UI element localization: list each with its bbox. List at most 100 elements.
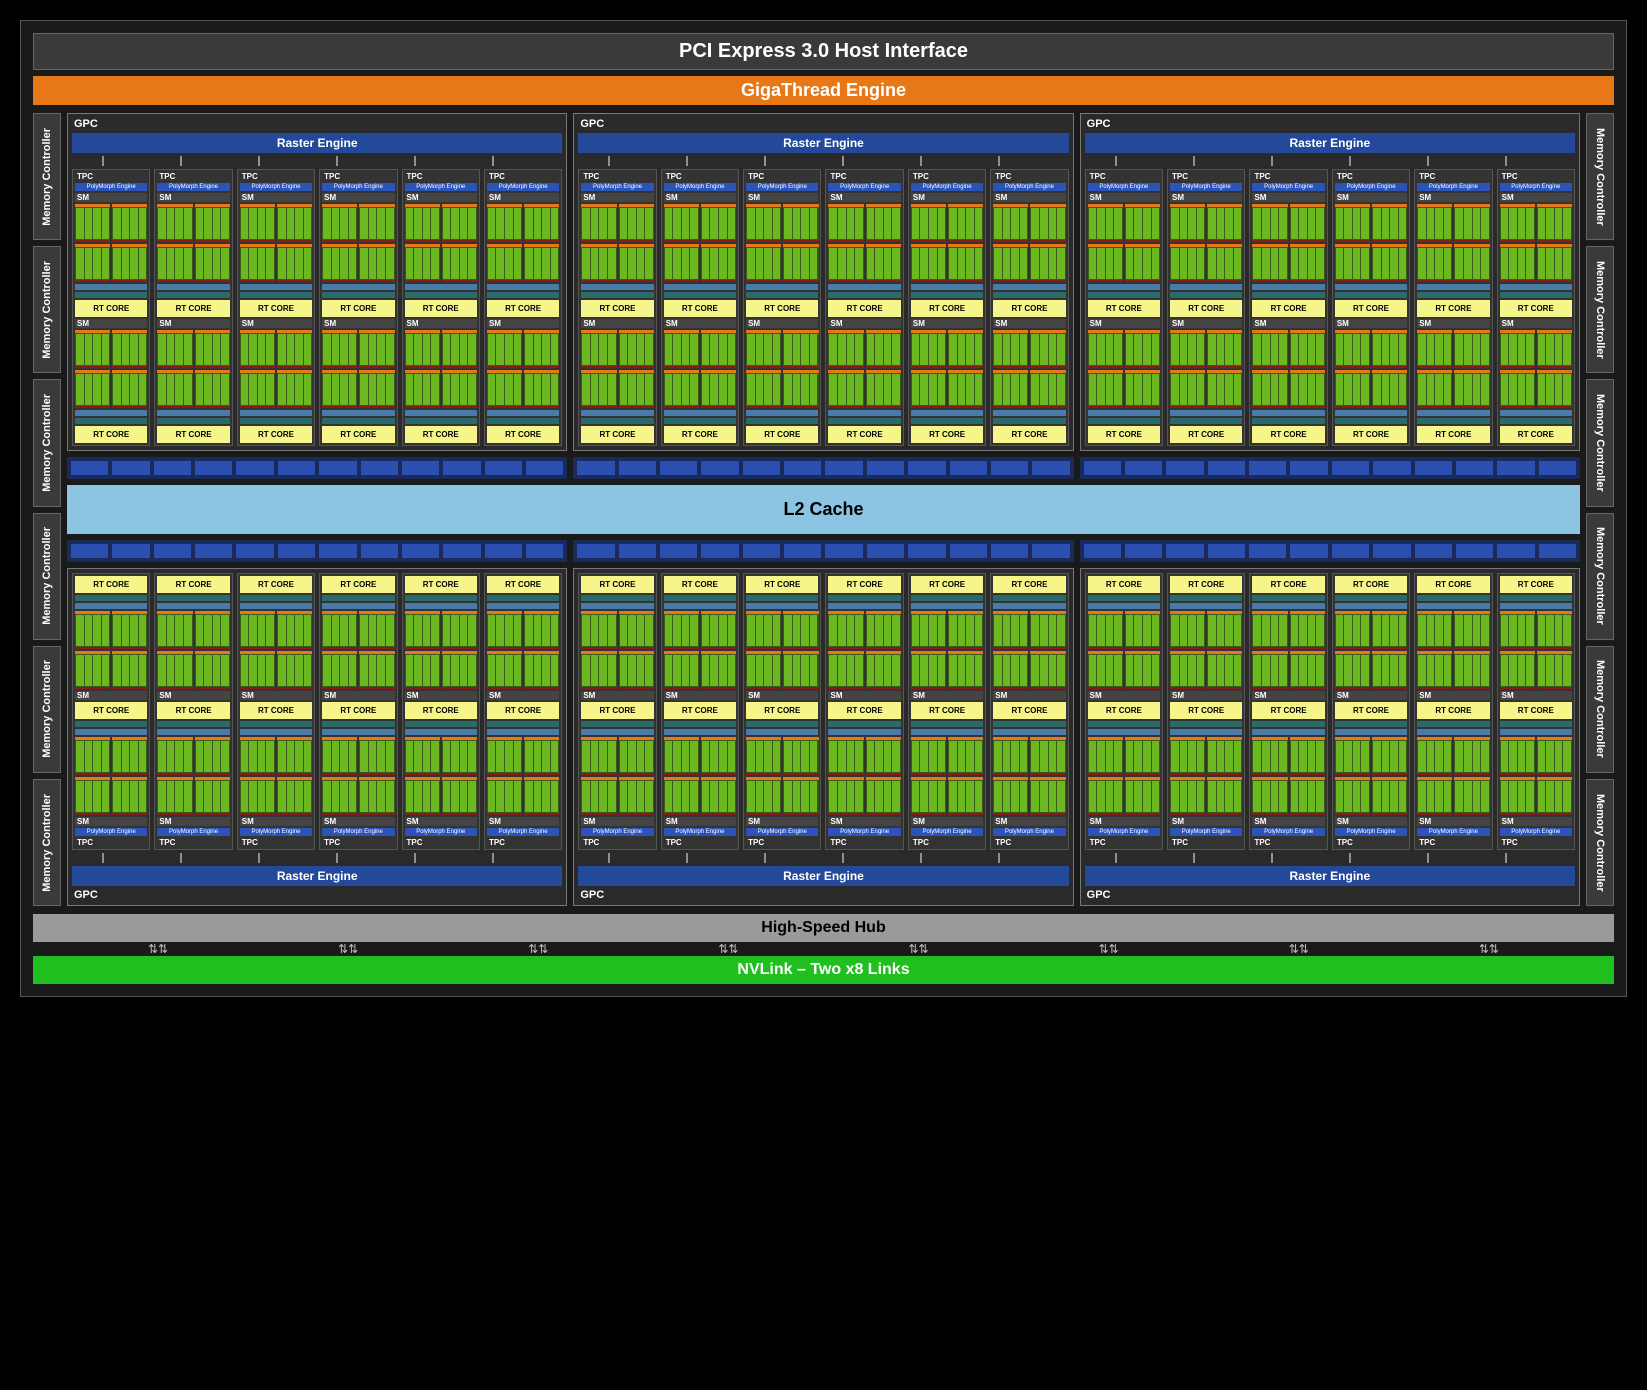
rt-core: RT CORE: [405, 426, 477, 443]
rt-core: RT CORE: [1335, 426, 1407, 443]
rt-core: RT CORE: [1088, 702, 1160, 719]
cuda-core-row: [240, 611, 312, 649]
rt-core: RT CORE: [664, 426, 736, 443]
sm: RT CORESM: [322, 576, 394, 700]
tpc: TPCPolyMorph EngineSMRT CORESMRT CORE: [743, 169, 821, 446]
cuda-core-row: [993, 244, 1065, 282]
sm: SMRT CORE: [322, 193, 394, 317]
cuda-core-row: [828, 777, 900, 815]
cuda-core-row: [487, 244, 559, 282]
tpc: TPCPolyMorph EngineSMRT CORESMRT CORE: [1249, 169, 1327, 446]
cuda-core-row: [1500, 737, 1572, 775]
tpc: RT CORESMRT CORESMPolyMorph EngineTPC: [743, 573, 821, 850]
cuda-core-row: [487, 651, 559, 689]
cuda-core-row: [1335, 737, 1407, 775]
sm: RT CORESM: [405, 702, 477, 826]
tpc: TPCPolyMorph EngineSMRT CORESMRT CORE: [661, 169, 739, 446]
cuda-core-row: [1500, 611, 1572, 649]
cache-port-strip: [67, 540, 1580, 562]
gpc: GPCRaster EngineTPCPolyMorph EngineSMRT …: [67, 113, 567, 451]
gpc: GPCRaster EngineTPCPolyMorph EngineSMRT …: [573, 113, 1073, 451]
sm: SMRT CORE: [75, 319, 147, 443]
sm: RT CORESM: [240, 702, 312, 826]
gpc: RT CORESMRT CORESMPolyMorph EngineTPCRT …: [67, 568, 567, 906]
rt-core: RT CORE: [405, 300, 477, 317]
sm: SMRT CORE: [1170, 319, 1242, 443]
rt-core: RT CORE: [1417, 426, 1489, 443]
sm: SMRT CORE: [405, 193, 477, 317]
sm: SMRT CORE: [911, 193, 983, 317]
cuda-core-row: [1252, 651, 1324, 689]
raster-engine: Raster Engine: [1085, 866, 1575, 886]
sm: SMRT CORE: [664, 193, 736, 317]
cuda-core-row: [911, 737, 983, 775]
cuda-core-row: [405, 651, 477, 689]
sm: SMRT CORE: [1335, 319, 1407, 443]
cuda-core-row: [746, 651, 818, 689]
cuda-core-row: [405, 777, 477, 815]
cuda-core-row: [322, 204, 394, 242]
rt-core: RT CORE: [1088, 426, 1160, 443]
cuda-core-row: [322, 370, 394, 408]
io-arrow-icon: ⇅⇅: [528, 942, 548, 956]
cuda-core-row: [993, 204, 1065, 242]
sm: SMRT CORE: [581, 193, 653, 317]
cuda-core-row: [1170, 777, 1242, 815]
cuda-core-row: [1088, 204, 1160, 242]
rt-core: RT CORE: [240, 576, 312, 593]
cuda-core-row: [581, 737, 653, 775]
pcie-header: PCI Express 3.0 Host Interface: [33, 33, 1614, 70]
rt-core: RT CORE: [664, 300, 736, 317]
tpc: RT CORESMRT CORESMPolyMorph EngineTPC: [1249, 573, 1327, 850]
sm: RT CORESM: [1335, 702, 1407, 826]
cuda-core-row: [75, 330, 147, 368]
sm: RT CORESM: [993, 576, 1065, 700]
sm: SMRT CORE: [1500, 193, 1572, 317]
sm: RT CORESM: [157, 576, 229, 700]
cuda-core-row: [911, 611, 983, 649]
cuda-core-row: [581, 777, 653, 815]
cuda-core-row: [1088, 777, 1160, 815]
cuda-core-row: [664, 204, 736, 242]
sm: RT CORESM: [1252, 702, 1324, 826]
cuda-core-row: [240, 330, 312, 368]
rt-core: RT CORE: [911, 426, 983, 443]
rt-core: RT CORE: [1335, 702, 1407, 719]
cuda-core-row: [75, 244, 147, 282]
rt-core: RT CORE: [1170, 426, 1242, 443]
cuda-core-row: [1252, 330, 1324, 368]
sm: RT CORESM: [746, 576, 818, 700]
cuda-core-row: [487, 330, 559, 368]
cuda-core-row: [75, 737, 147, 775]
memory-controller: Memory Controller: [1586, 779, 1614, 906]
memory-controller: Memory Controller: [33, 646, 61, 773]
cuda-core-row: [1170, 651, 1242, 689]
cuda-core-row: [240, 777, 312, 815]
cuda-core-row: [1088, 244, 1160, 282]
sm: RT CORESM: [157, 702, 229, 826]
sm: SMRT CORE: [1417, 193, 1489, 317]
rt-core: RT CORE: [993, 426, 1065, 443]
sm: SMRT CORE: [664, 319, 736, 443]
center-region: GPCRaster EngineTPCPolyMorph EngineSMRT …: [67, 113, 1580, 906]
cuda-core-row: [1335, 777, 1407, 815]
tpc: RT CORESMRT CORESMPolyMorph EngineTPC: [1414, 573, 1492, 850]
cuda-core-row: [664, 777, 736, 815]
rt-core: RT CORE: [664, 702, 736, 719]
sm: SMRT CORE: [1417, 319, 1489, 443]
cuda-core-row: [828, 737, 900, 775]
nvlink-bar: NVLink – Two x8 Links: [33, 956, 1614, 984]
tpc: TPCPolyMorph EngineSMRT CORESMRT CORE: [1414, 169, 1492, 446]
rt-core: RT CORE: [1500, 702, 1572, 719]
rt-core: RT CORE: [911, 702, 983, 719]
rt-core: RT CORE: [1417, 300, 1489, 317]
gpc: GPCRaster EngineTPCPolyMorph EngineSMRT …: [1080, 113, 1580, 451]
sm: SMRT CORE: [487, 193, 559, 317]
cuda-core-row: [1252, 777, 1324, 815]
rt-core: RT CORE: [1500, 426, 1572, 443]
high-speed-hub: High-Speed Hub: [33, 914, 1614, 942]
cuda-core-row: [581, 651, 653, 689]
sm: SMRT CORE: [322, 319, 394, 443]
sm: SMRT CORE: [157, 319, 229, 443]
tpc: RT CORESMRT CORESMPolyMorph EngineTPC: [908, 573, 986, 850]
